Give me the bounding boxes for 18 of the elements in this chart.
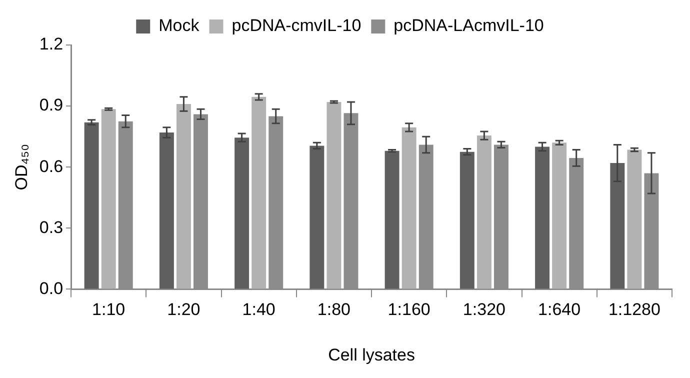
y-tick-label: 1.2: [39, 34, 64, 54]
legend-label: Mock: [158, 16, 200, 36]
x-tick-label: 1:160: [388, 300, 430, 320]
legend-label: pcDNA-LAcmvIL-10: [394, 16, 544, 36]
x-tick-label: 1:40: [242, 300, 276, 320]
y-tick-label: 0.6: [39, 156, 64, 176]
x-axis-title: Cell lysates: [328, 345, 415, 364]
y-tick-label: 0.3: [39, 218, 64, 237]
legend-label: pcDNA-cmvIL-10: [232, 16, 362, 36]
y-axis-title: OD₄₅₀: [12, 144, 31, 190]
y-tick-label: 0.0: [39, 278, 64, 298]
x-tick-label: 1:320: [462, 300, 506, 320]
y-tick-label: 0.9: [39, 96, 64, 115]
x-tick-label: 1:10: [92, 300, 126, 320]
x-tick-label: 1:640: [538, 300, 581, 320]
x-tick-label: 1:20: [167, 300, 200, 320]
x-tick-label: 1:80: [317, 300, 351, 320]
x-tick-label: 1:1280: [608, 300, 660, 320]
